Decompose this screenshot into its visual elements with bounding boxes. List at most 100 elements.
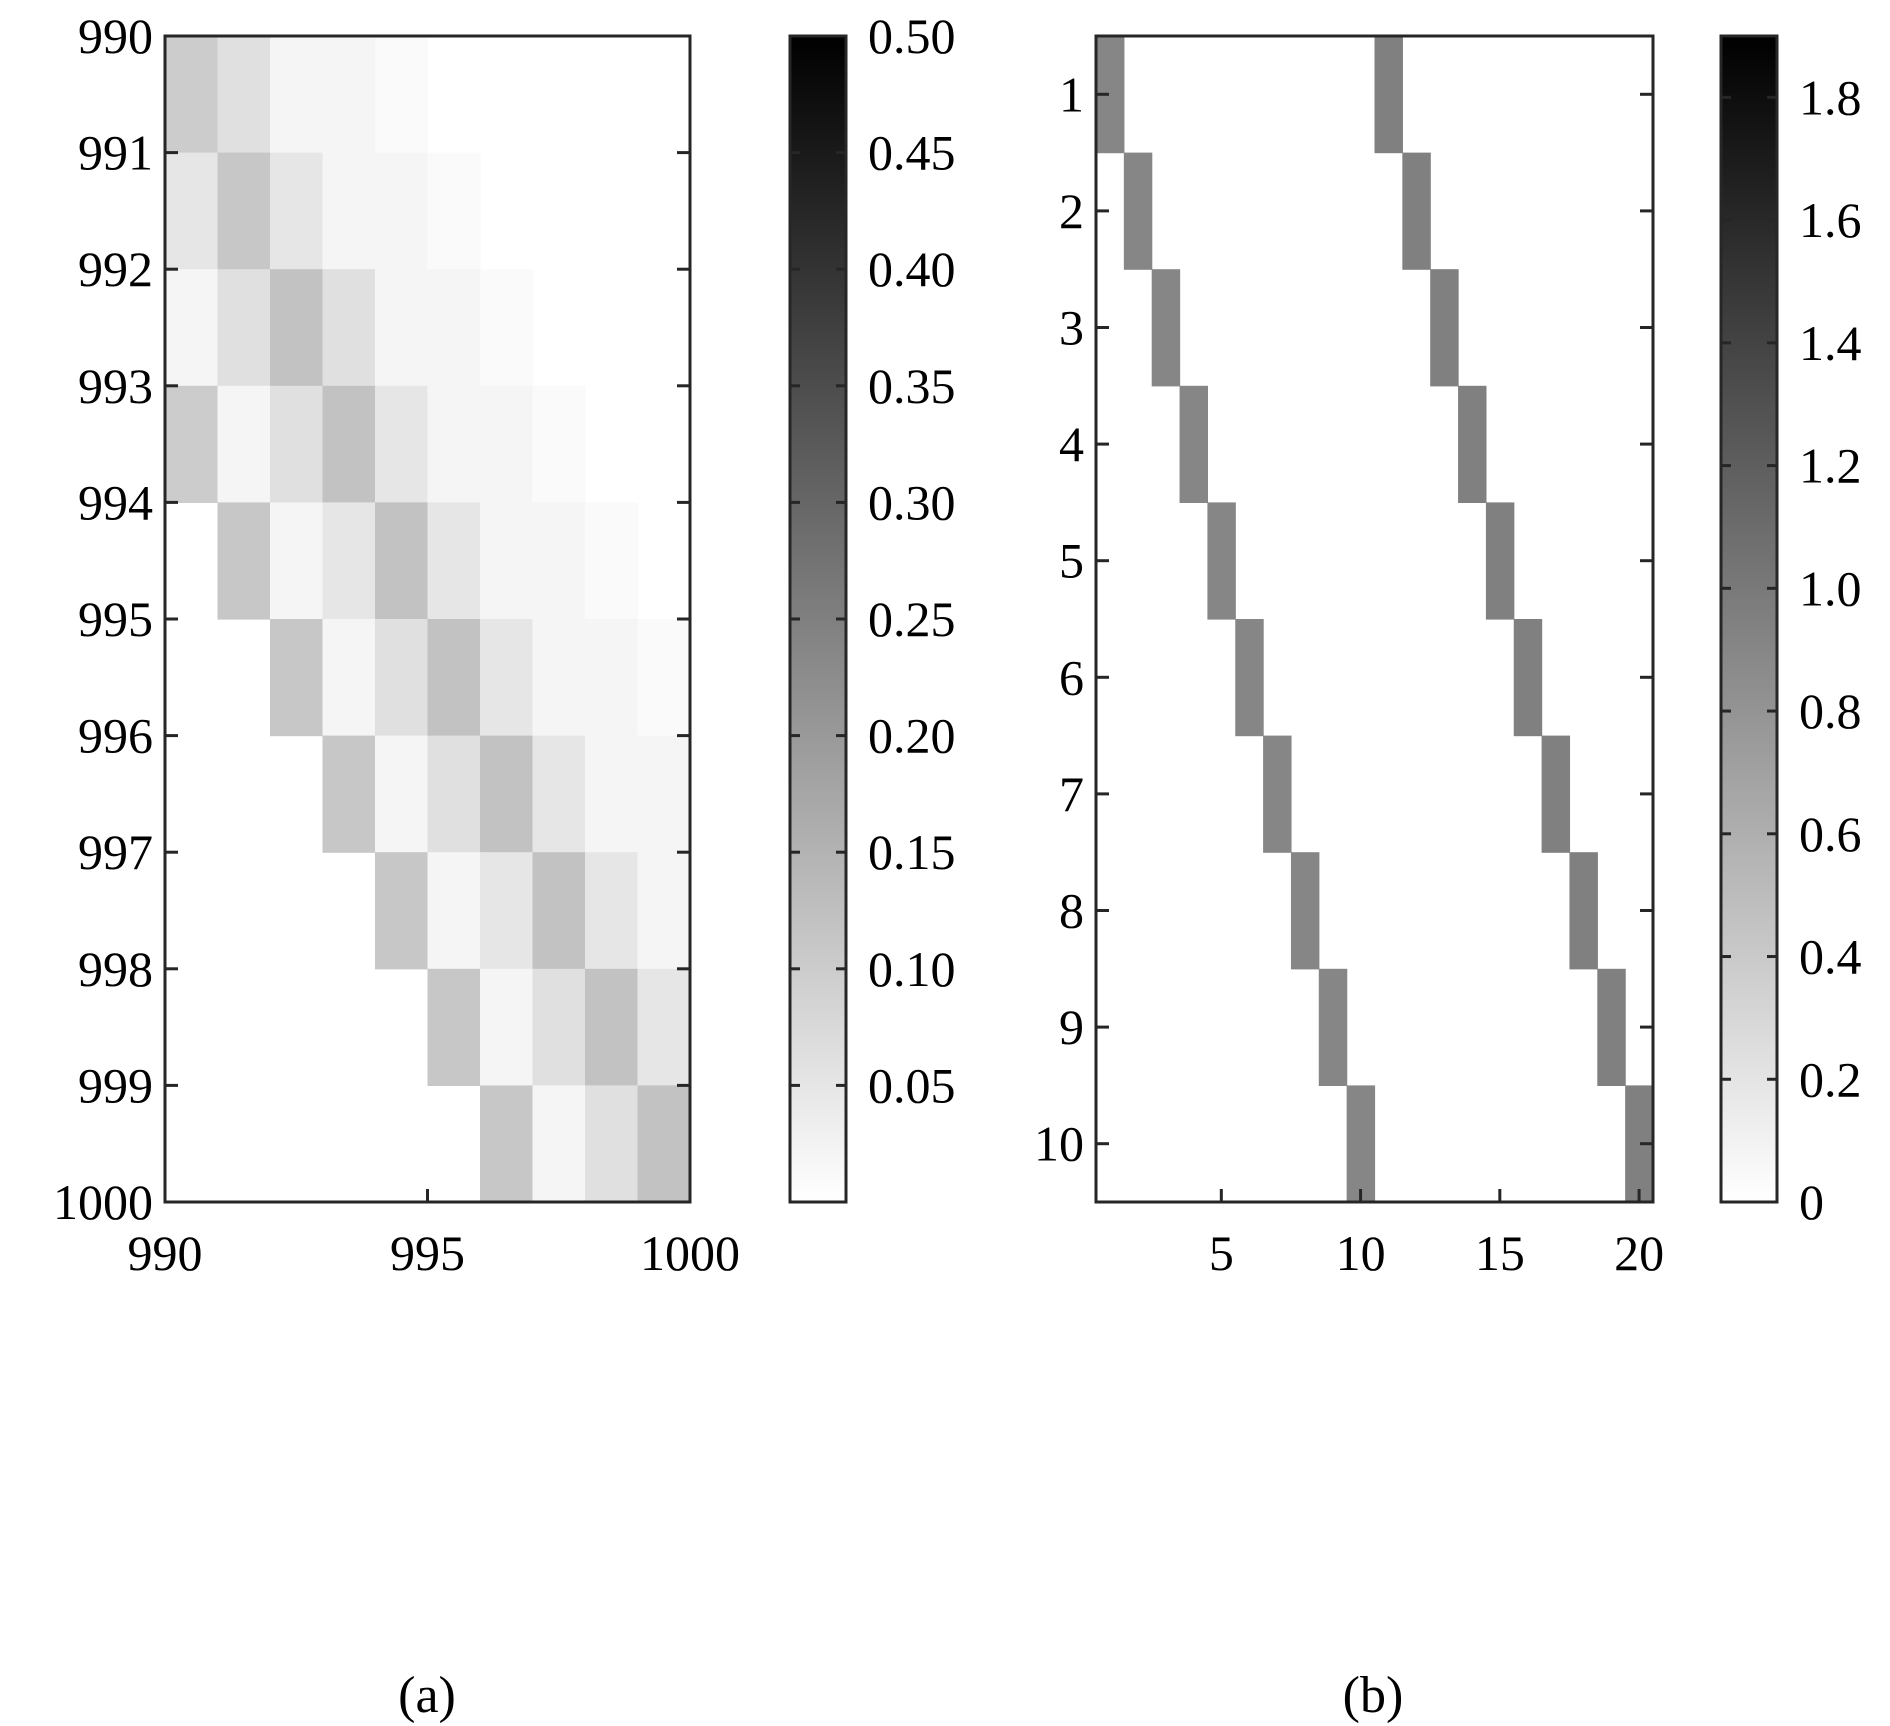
heatmap-b-cell [1430, 269, 1459, 387]
x-tick-label-b: 20 [1614, 1225, 1664, 1281]
heatmap-b-cell [1541, 735, 1571, 853]
heatmap-a-cell [480, 269, 534, 387]
y-tick-label-a: 996 [78, 708, 153, 764]
heatmap-b-cell [1374, 36, 1403, 154]
heatmap-a-cell [165, 385, 219, 503]
colorbar-b-gradient [1719, 34, 1779, 1204]
panel-b-tick-labels: 1 2 3 4 5 6 7 8 9 10 5 10 15 20 [1034, 66, 1664, 1281]
y-tick-label-b: 10 [1034, 1116, 1084, 1172]
heatmap-a-cell [585, 502, 639, 620]
x-tick-label-b: 10 [1336, 1225, 1386, 1281]
colorbar-a-tick-label: 0.30 [868, 474, 956, 530]
colorbar-b-tick-label: 0.2 [1799, 1051, 1862, 1107]
heatmap-a-cell [480, 502, 534, 620]
heatmap-a-cell [270, 36, 324, 154]
heatmap-a-cell [165, 152, 219, 270]
colorbar-a-tick-label: 0.05 [868, 1057, 956, 1113]
heatmap-a-cell [270, 269, 324, 387]
heatmap-a-cell [375, 269, 429, 387]
heatmap-a-cell [427, 502, 481, 620]
heatmap-b-cell [1123, 152, 1153, 270]
colorbar-b-tick-label: 1.0 [1799, 560, 1862, 616]
heatmap-b-cell [1513, 619, 1543, 737]
colorbar-a-tick-label: 0.35 [868, 358, 956, 414]
colorbar-b-tick-label: 1.4 [1799, 315, 1862, 371]
colorbar-b-tick-label: 0.4 [1799, 929, 1862, 985]
colorbar-a-tick-label: 0.45 [868, 125, 956, 181]
colorbar-a-tick-label: 0.50 [868, 8, 956, 64]
heatmap-b-cell [1346, 1085, 1376, 1203]
heatmap-a-cell [322, 269, 376, 387]
y-tick-label-a: 993 [78, 358, 153, 414]
heatmap-a-cell [427, 968, 481, 1086]
colorbar-b-tick-label: 0 [1799, 1174, 1824, 1230]
colorbar-b-tick-label: 1.2 [1799, 438, 1862, 494]
heatmap-a-cell [322, 735, 376, 853]
heatmap-a-cell [322, 36, 376, 154]
colorbar-b-tick-label: 0.6 [1799, 806, 1862, 862]
heatmap-b-cell [1485, 502, 1515, 620]
heatmap-b-cell [1179, 385, 1208, 503]
y-tick-label-b: 3 [1059, 300, 1084, 356]
heatmap-a-cell [480, 735, 534, 853]
colorbar-a-tick-label: 0.20 [868, 708, 956, 764]
heatmap-a-cell [427, 269, 481, 387]
heatmap-a-cell [217, 385, 271, 503]
heatmap-a-cell [217, 269, 271, 387]
heatmap-b-cell [1597, 968, 1626, 1086]
heatmap-b-cell [1235, 619, 1264, 737]
heatmap-a-cell [637, 852, 691, 970]
heatmap-a-cell [480, 619, 534, 737]
colorbar-a-tick-label: 0.15 [868, 824, 956, 880]
heatmap-a-cell [427, 619, 481, 737]
heatmap-b-cell [1318, 968, 1348, 1086]
colorbar-b: 0 0.2 0.4 0.6 0.8 1.0 1.2 1.4 1.6 1.8 [1719, 34, 1862, 1230]
heatmap-a-cell [585, 619, 639, 737]
colorbar-b-ticks [1721, 95, 1777, 1204]
heatmap-a-cell [322, 152, 376, 270]
panel-b-frame [1094, 34, 1655, 1204]
panel-a-frame [163, 34, 692, 1204]
colorbar-b-tick-labels: 0 0.2 0.4 0.6 0.8 1.0 1.2 1.4 1.6 1.8 [1799, 69, 1862, 1230]
heatmap-a-cell [217, 152, 271, 270]
y-tick-label-a: 995 [78, 591, 153, 647]
x-tick-label-a: 990 [128, 1225, 203, 1281]
x-tick-label-a: 995 [390, 1225, 465, 1281]
colorbar-a-tick-labels: 0.05 0.10 0.15 0.20 0.25 0.30 0.35 0.40 0.45 0.50 [868, 8, 956, 1113]
heatmap-a-cell [322, 502, 376, 620]
y-tick-label-b: 1 [1059, 66, 1084, 122]
y-tick-label-b: 6 [1059, 649, 1084, 705]
y-tick-label-b: 4 [1059, 416, 1084, 472]
panel-a-cells [165, 36, 691, 1203]
panel-b-cells [1096, 36, 1654, 1203]
heatmap-a-cell [375, 152, 429, 270]
heatmap-a-cell [322, 619, 376, 737]
heatmap-a-cell [480, 968, 534, 1086]
heatmap-b-cell [1151, 269, 1181, 387]
heatmap-a-cell [375, 735, 429, 853]
heatmap-b-cell [1290, 852, 1320, 970]
heatmap-a-cell [270, 502, 324, 620]
heatmap-a-cell [375, 852, 429, 970]
heatmap-b-cell [1402, 152, 1431, 270]
heatmap-a-cell [532, 735, 586, 853]
heatmap-a-cell [165, 269, 219, 387]
panel-a-caption: (a) [398, 1667, 456, 1724]
x-tick-label-b: 15 [1475, 1225, 1525, 1281]
heatmap-a-cell [637, 968, 691, 1086]
panel-b-caption: (b) [1343, 1667, 1404, 1724]
y-tick-label-a: 990 [78, 8, 153, 64]
heatmap-b-cell [1569, 852, 1598, 970]
heatmap-a-cell [375, 619, 429, 737]
colorbar-a-ticks [790, 34, 846, 1087]
panel-b: 1 2 3 4 5 6 7 8 9 10 5 10 15 20 (b) [1034, 34, 1664, 1724]
heatmap-a-cell [532, 385, 586, 503]
heatmap-a-cell [375, 385, 429, 503]
heatmap-a-cell [217, 36, 271, 154]
heatmap-a-cell [480, 385, 534, 503]
colorbar-a-tick-label: 0.10 [868, 941, 956, 997]
x-tick-label-a: 1000 [640, 1225, 740, 1281]
y-tick-label-b: 2 [1059, 183, 1084, 239]
